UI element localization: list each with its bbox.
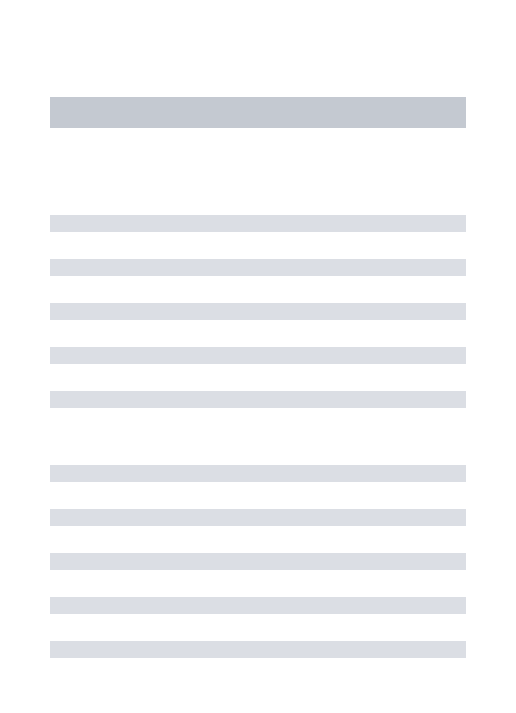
skeleton-line bbox=[50, 597, 466, 614]
skeleton-line bbox=[50, 391, 466, 408]
skeleton-line bbox=[50, 465, 466, 482]
skeleton-line bbox=[50, 641, 466, 658]
skeleton-container bbox=[50, 0, 466, 713]
skeleton-line bbox=[50, 347, 466, 364]
skeleton-line bbox=[50, 303, 466, 320]
skeleton-line bbox=[50, 553, 466, 570]
skeleton-title-bar bbox=[50, 97, 466, 128]
skeleton-line bbox=[50, 509, 466, 526]
skeleton-line bbox=[50, 215, 466, 232]
skeleton-line bbox=[50, 259, 466, 276]
